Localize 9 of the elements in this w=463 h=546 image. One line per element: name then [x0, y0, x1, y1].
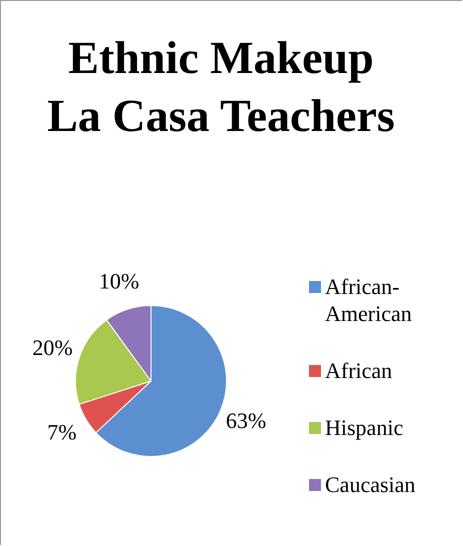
- legend-label: African-American: [325, 273, 413, 327]
- data-label: 7%: [47, 419, 77, 444]
- legend-label: Caucasian: [325, 471, 416, 498]
- data-label: 20%: [32, 334, 73, 360]
- chart-title: Ethnic Makeup La Casa Teachers: [46, 31, 396, 143]
- data-label: 10%: [98, 268, 140, 294]
- legend-label: Hispanic: [325, 414, 404, 441]
- data-label: 63%: [226, 408, 266, 433]
- legend-label: African: [325, 357, 392, 384]
